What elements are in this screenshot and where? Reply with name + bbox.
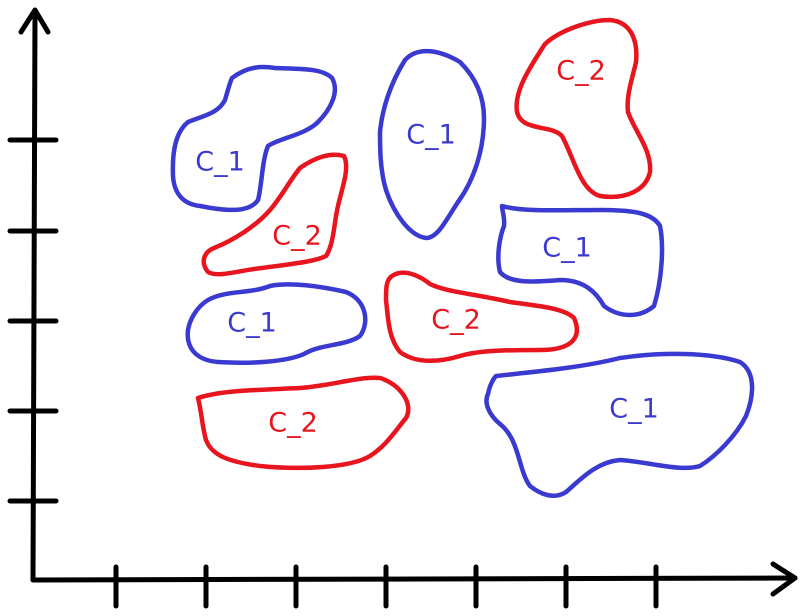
region-c2-middle-left-outline (201, 152, 349, 277)
region-c1-bottom-right-outline (484, 351, 755, 498)
region-label: C_1 (609, 394, 659, 425)
region-c2-center: C_2 (383, 270, 580, 364)
region-label: C_2 (556, 56, 606, 87)
region-label: C_2 (268, 408, 318, 439)
region-label: C_1 (406, 120, 456, 151)
region-c1-lower-left-outline (185, 282, 368, 365)
region-c2-center-outline (383, 270, 580, 364)
region-c1-middle-right-outline (496, 203, 665, 318)
region-c1-top-left-outline (170, 64, 338, 213)
region-label: C_2 (431, 305, 481, 336)
region-label: C_2 (272, 221, 322, 252)
region-label: C_1 (542, 233, 592, 264)
region-c2-bottom-left: C_2 (195, 375, 411, 471)
y-axis-arrowhead (18, 7, 51, 35)
region-c1-top-left: C_1 (170, 64, 338, 213)
y-ticks (7, 137, 59, 504)
region-label: C_1 (195, 147, 245, 178)
x-ticks (113, 564, 659, 609)
region-c1-top-center-outline (377, 48, 487, 241)
region-c2-middle-left: C_2 (201, 152, 349, 277)
axes (18, 7, 798, 597)
region-c1-top-center: C_1 (377, 48, 487, 241)
x-axis-arrowhead (770, 561, 798, 597)
region-c1-bottom-right: C_1 (484, 351, 755, 498)
region-c1-middle-right: C_1 (496, 203, 665, 318)
region-c1-lower-left: C_1 (185, 282, 368, 365)
region-c2-top-right: C_2 (514, 17, 653, 200)
region-c2-bottom-left-outline (195, 375, 411, 471)
x-axis (30, 575, 798, 583)
y-axis (30, 9, 38, 583)
region-c2-top-right-outline (514, 17, 653, 200)
region-label: C_1 (227, 308, 277, 339)
